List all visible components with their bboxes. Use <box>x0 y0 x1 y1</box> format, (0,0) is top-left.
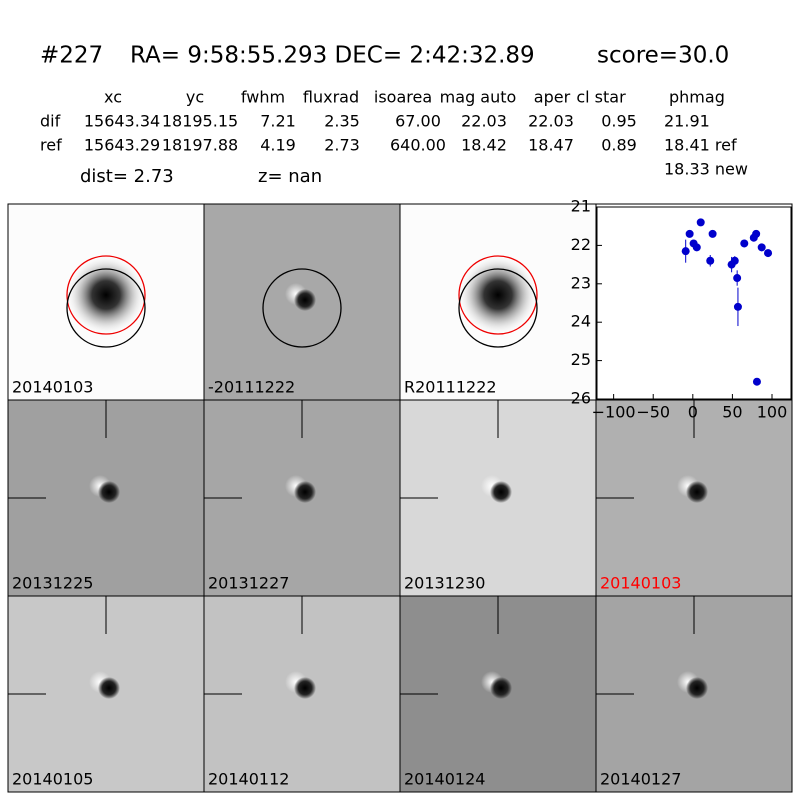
table-cell: 7.21 <box>260 112 296 131</box>
column-header: xc <box>104 88 122 107</box>
table-cell: 18.42 <box>461 136 507 155</box>
table-cell: 15643.29 <box>84 136 160 155</box>
point <box>692 243 701 252</box>
point <box>696 218 705 227</box>
score: score=30.0 <box>597 43 729 69</box>
residual-dark <box>294 289 316 311</box>
column-header: fwhm <box>241 88 285 107</box>
point <box>764 249 773 258</box>
table-cell: 18195.15 <box>162 112 238 131</box>
table-cell: 640.00 <box>390 136 446 155</box>
table-cell: ref <box>40 136 62 155</box>
plot-background <box>595 203 793 401</box>
residual-dark <box>98 481 120 503</box>
residual-dark <box>294 481 316 503</box>
aperture <box>262 268 342 348</box>
y-tick-label: 21 <box>571 197 591 216</box>
stamp-label: 20140112 <box>208 770 289 789</box>
stamp-label: R20111222 <box>404 378 497 397</box>
table-cell: 15643.34 <box>84 112 160 131</box>
column-header: yc <box>186 88 204 107</box>
column-header: mag auto <box>440 88 517 107</box>
residual-dark <box>686 481 708 503</box>
point <box>681 247 690 256</box>
table-cell: 0.95 <box>601 112 637 131</box>
point <box>733 302 742 311</box>
x-tick-label: −100 <box>592 403 636 422</box>
table-cell: dif <box>40 112 61 131</box>
stamp-label: 20140103 <box>600 574 681 593</box>
x-tick-label: 0 <box>688 403 698 422</box>
residual-dark <box>490 481 512 503</box>
aperture <box>458 268 538 348</box>
table-cell: 2.35 <box>324 112 360 131</box>
column-header: fluxrad <box>303 88 359 107</box>
table-cell: 18197.88 <box>162 136 238 155</box>
table-cell: 18.41 ref <box>664 136 737 155</box>
table-cell: 67.00 <box>395 112 441 131</box>
table-cell: 4.19 <box>260 136 296 155</box>
aperture <box>66 268 146 348</box>
y-tick-label: 23 <box>571 273 591 292</box>
stamp-label: 20140103 <box>12 378 93 397</box>
y-tick-label: 25 <box>571 350 591 369</box>
column-header: isoarea <box>374 88 432 107</box>
x-tick-label: −50 <box>636 403 670 422</box>
table-cell: 2.73 <box>324 136 360 155</box>
x-tick-label: 100 <box>757 403 788 422</box>
column-header: cl star <box>576 88 626 107</box>
stamp-label: 20131230 <box>404 574 485 593</box>
table-cell: 18.47 <box>528 136 574 155</box>
object-id: #227 <box>40 43 103 69</box>
stamp-label: -20111222 <box>208 378 295 397</box>
point <box>685 229 694 238</box>
distance: dist= 2.73 <box>80 166 174 187</box>
point <box>730 256 739 265</box>
plot-frame <box>596 206 792 400</box>
point <box>752 229 761 238</box>
table-cell: 21.91 <box>664 112 710 131</box>
stamp-label: 20131227 <box>208 574 289 593</box>
residual-dark <box>686 677 708 699</box>
point <box>757 243 766 252</box>
column-header: phmag <box>669 88 725 107</box>
table-cell: 0.89 <box>601 136 637 155</box>
point <box>740 239 749 248</box>
y-tick-label: 22 <box>571 235 591 254</box>
table-cell: 22.03 <box>528 112 574 131</box>
residual-dark <box>98 677 120 699</box>
residual-dark <box>294 677 316 699</box>
point <box>752 377 761 386</box>
y-tick-label: 24 <box>571 312 591 331</box>
stamp-label: 20140124 <box>404 770 485 789</box>
aperture-ref <box>66 255 146 335</box>
stamp-label: 20140127 <box>600 770 681 789</box>
point <box>733 274 742 283</box>
point <box>708 229 717 238</box>
point <box>706 256 715 265</box>
residual-dark <box>490 677 512 699</box>
column-header: aper <box>534 88 571 107</box>
table-cell: 22.03 <box>461 112 507 131</box>
aperture-ref <box>458 255 538 335</box>
stamp-label: 20140105 <box>12 770 93 789</box>
redshift: z= nan <box>258 166 322 187</box>
new-mag: 18.33 new <box>664 160 748 179</box>
coordinates: RA= 9:58:55.293 DEC= 2:42:32.89 <box>130 43 535 69</box>
stamp-label: 20131225 <box>12 574 93 593</box>
x-tick-label: 50 <box>722 403 742 422</box>
y-tick-label: 26 <box>571 389 591 408</box>
